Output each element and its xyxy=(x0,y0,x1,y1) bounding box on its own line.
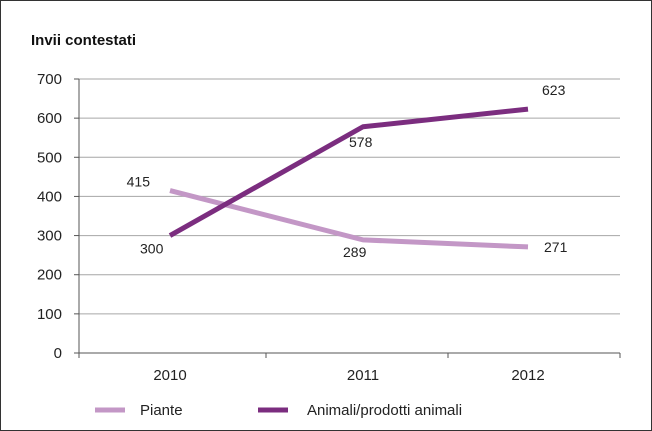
y-tick-label-600: 600 xyxy=(37,110,62,127)
y-tick-label-500: 500 xyxy=(37,149,62,166)
y-tick-label-700: 700 xyxy=(37,71,62,88)
data-label-0-2011: 289 xyxy=(343,244,367,260)
x-tick-label-2012: 2012 xyxy=(511,367,544,384)
data-label-0-2012: 271 xyxy=(544,239,568,255)
y-tick-label-300: 300 xyxy=(37,228,62,245)
legend-label-0: Piante xyxy=(140,402,183,419)
data-label-0-2010: 415 xyxy=(127,174,151,190)
series-line-1 xyxy=(168,106,529,238)
y-tick-label-100: 100 xyxy=(37,306,62,323)
series-line-0 xyxy=(169,188,529,250)
legend-label-1: Animali/prodotti animali xyxy=(307,402,462,419)
data-label-1-2011: 578 xyxy=(349,134,373,150)
y-tick-label-0: 0 xyxy=(54,345,62,362)
x-tick-label-2011: 2011 xyxy=(347,367,379,384)
chart-title: Invii contestati xyxy=(31,32,137,49)
data-label-1-2010: 300 xyxy=(140,241,164,257)
x-tick-label-2010: 2010 xyxy=(153,367,186,384)
y-tick-label-200: 200 xyxy=(37,267,62,284)
y-tick-label-400: 400 xyxy=(37,188,62,205)
data-label-1-2012: 623 xyxy=(542,82,566,98)
